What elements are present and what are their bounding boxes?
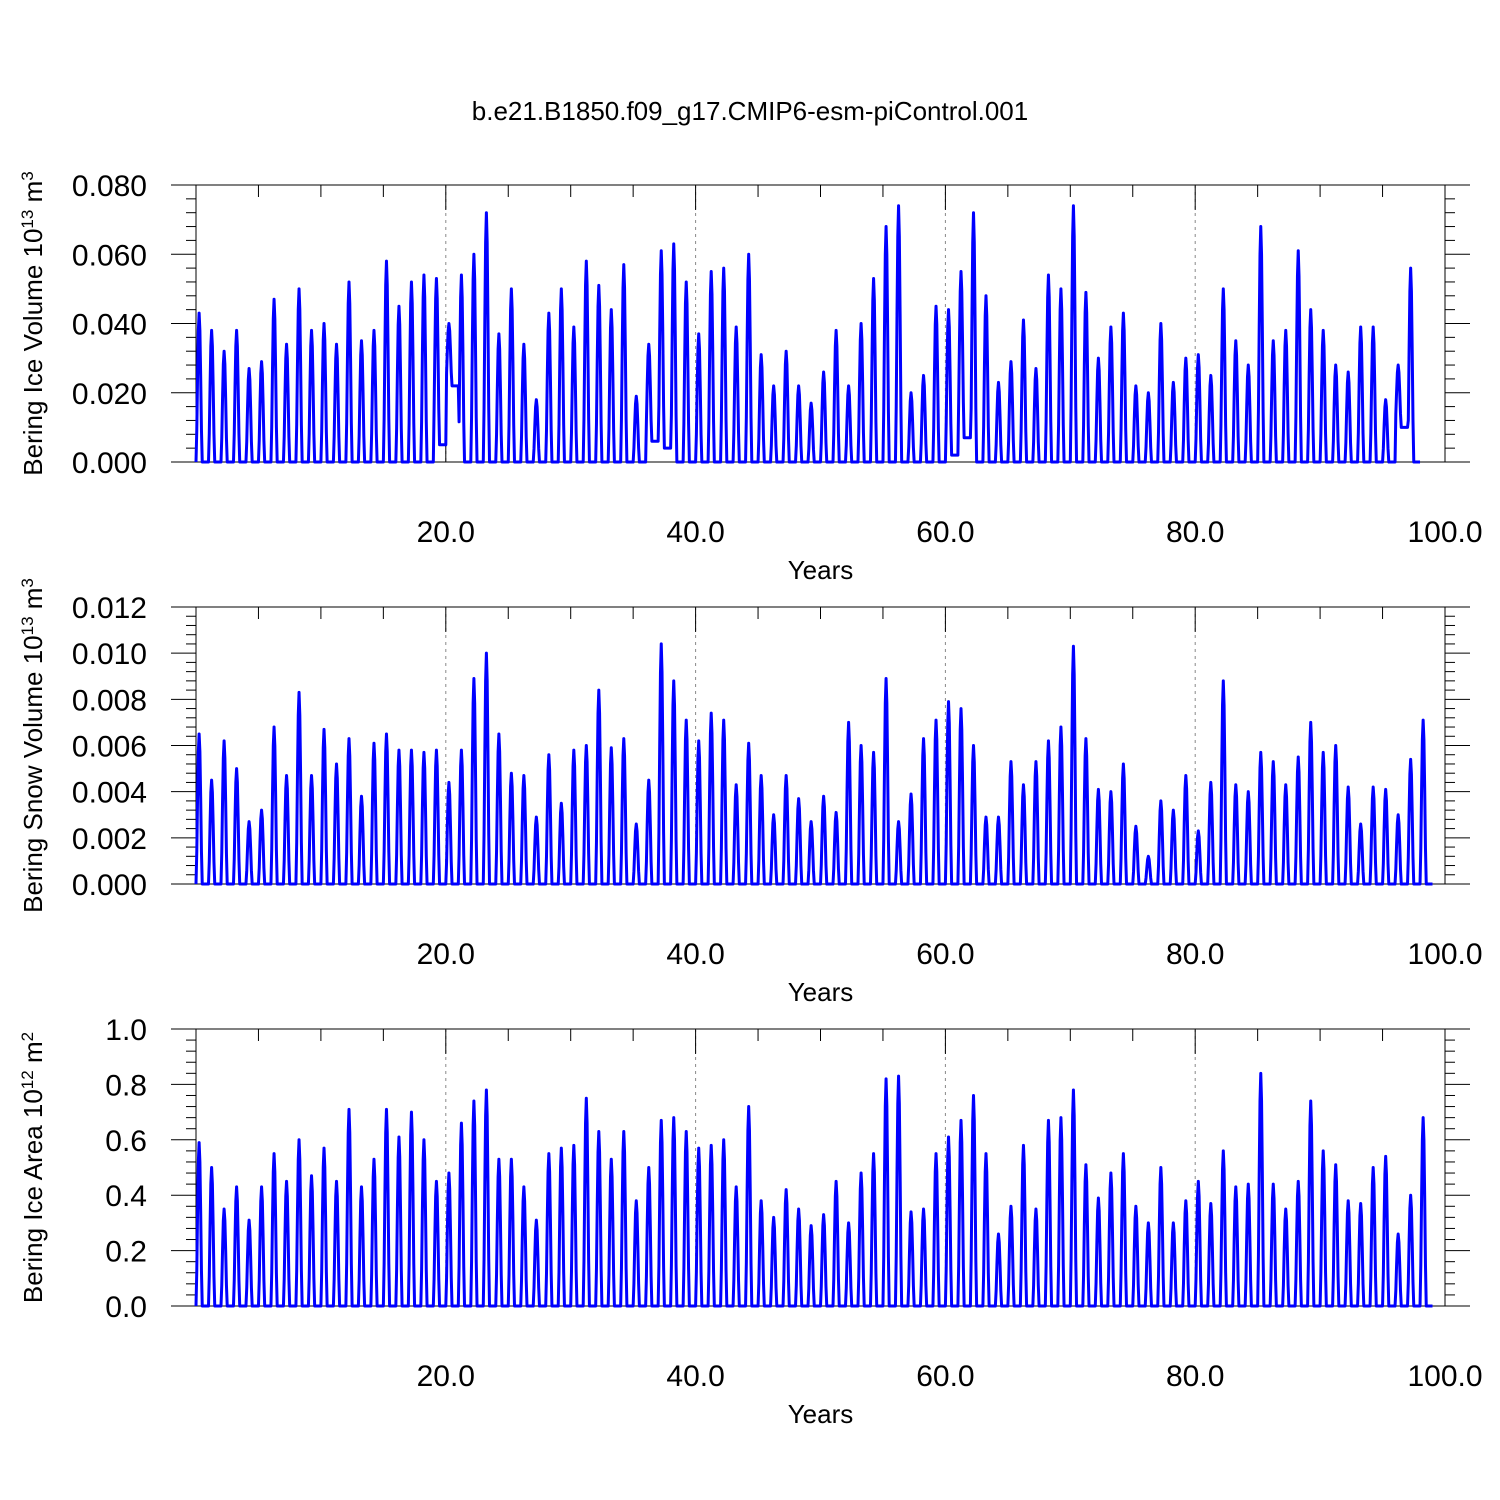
panel-1: 0.000 0.020 0.040 0.060 0.080 20.0 40.0 60.0 80.…	[18, 170, 1483, 585]
y-tick-label: 0.060	[72, 239, 147, 272]
x-tick-label: 20.0	[417, 516, 475, 549]
x-tick-label: 40.0	[666, 516, 724, 549]
y-axis-label-exponent: 13	[18, 210, 37, 229]
x-axis-label: Years	[788, 1399, 854, 1429]
x-tick-label: 100.0	[1407, 516, 1482, 549]
y-axis-label: Bering Snow Volume 1013 m3	[18, 578, 49, 913]
x-tick-label: 100.0	[1407, 1360, 1482, 1393]
y-tick-label: 0.012	[72, 592, 147, 625]
x-tick-label: 40.0	[666, 938, 724, 971]
y-tick-label: 0.010	[72, 638, 147, 671]
y-axis-label-unit-exponent: 3	[18, 578, 37, 587]
panel-3: 0.0 0.2 0.4 0.6 0.8 1.0 20.0 40.0 60.0 80.0 100.0 Y…	[18, 1014, 1483, 1429]
x-axis-label: Years	[788, 555, 854, 585]
y-axis-label: Bering Ice Area 1012 m2	[18, 1032, 49, 1303]
y-tick-label: 0.002	[72, 823, 147, 856]
series-line	[194, 204, 1421, 464]
y-tick-label: 0.006	[72, 731, 147, 764]
x-tick-label: 60.0	[916, 1360, 974, 1393]
x-tick-label: 60.0	[916, 516, 974, 549]
figure-title: b.e21.B1850.f09_g17.CMIP6-esm-piControl.…	[472, 96, 1028, 126]
y-tick-label: 0.080	[72, 170, 147, 203]
y-axis-label-unit-exponent: 3	[18, 171, 37, 180]
y-tick-label: 0.040	[72, 309, 147, 342]
x-tick-label: 60.0	[916, 938, 974, 971]
y-axis-label-text: Bering Ice Volume 10	[18, 229, 48, 476]
x-tick-label: 80.0	[1166, 938, 1224, 971]
y-tick-label: 0.8	[105, 1069, 147, 1102]
x-tick-label: 100.0	[1407, 938, 1482, 971]
y-tick-label: 0.020	[72, 378, 147, 411]
y-axis-label-unit: m	[18, 1041, 48, 1070]
y-axis-label-exponent: 13	[18, 616, 37, 635]
y-tick-label: 0.000	[72, 869, 147, 902]
panel-2: 0.000 0.002 0.004 0.006 0.008 0.010 0.012 20.0 4…	[18, 578, 1483, 1007]
y-axis-label-text: Bering Snow Volume 10	[18, 635, 48, 913]
series-line	[194, 642, 1434, 886]
x-tick-label: 20.0	[417, 938, 475, 971]
y-tick-label: 0.004	[72, 777, 147, 810]
x-axis-label: Years	[788, 977, 854, 1007]
y-axis-label-text: Bering Ice Area 10	[18, 1089, 48, 1303]
y-axis-label-exponent: 12	[18, 1070, 37, 1089]
series-line	[194, 1071, 1434, 1308]
y-tick-label: 0.0	[105, 1291, 147, 1324]
y-axis-label-unit-exponent: 2	[18, 1032, 37, 1041]
y-tick-label: 0.2	[105, 1236, 147, 1269]
x-tick-label: 80.0	[1166, 1360, 1224, 1393]
x-tick-label: 80.0	[1166, 516, 1224, 549]
y-tick-label: 0.6	[105, 1125, 147, 1158]
y-tick-label: 0.000	[72, 447, 147, 480]
x-tick-label: 40.0	[666, 1360, 724, 1393]
y-tick-label: 0.008	[72, 684, 147, 717]
y-tick-label: 0.4	[105, 1180, 147, 1213]
x-tick-label: 20.0	[417, 1360, 475, 1393]
y-tick-label: 1.0	[105, 1014, 147, 1047]
y-axis-label-unit: m	[18, 588, 48, 617]
y-axis-label: Bering Ice Volume 1013 m3	[18, 171, 49, 475]
y-axis-label-unit: m	[18, 181, 48, 210]
